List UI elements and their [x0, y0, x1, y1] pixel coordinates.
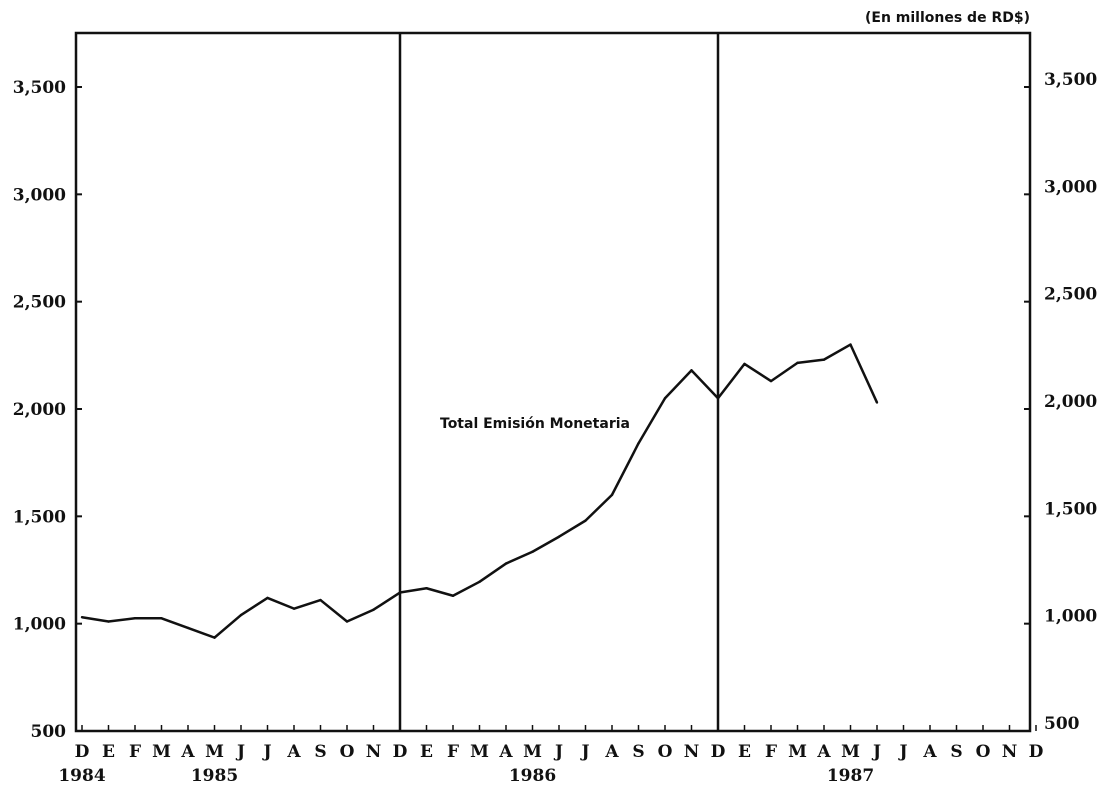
month-tick-label: J [261, 742, 271, 762]
data-point [690, 369, 693, 372]
unit-label: (En millones de RD$) [865, 10, 1030, 26]
month-tick-label: F [129, 742, 141, 762]
month-tick-label: O [976, 742, 991, 762]
data-point [186, 626, 190, 630]
month-tick-label: J [871, 742, 881, 762]
x-axis-year-labels: 1984 1985 1986 1987 [58, 766, 874, 786]
data-point [531, 550, 534, 553]
data-point [292, 607, 296, 610]
data-point [425, 587, 428, 590]
data-point [451, 594, 455, 597]
month-tick-label: E [738, 742, 751, 762]
month-tick-label: A [604, 742, 619, 762]
data-point [663, 397, 667, 400]
right-tick-label: 1,500 [1044, 499, 1097, 519]
data-point [769, 379, 773, 383]
year-dividers [398, 33, 720, 731]
month-tick-label: O [340, 742, 355, 762]
right-tick-label: 1,000 [1044, 607, 1097, 627]
month-tick-label: J [235, 742, 245, 762]
right-tick-label: 2,000 [1044, 392, 1097, 412]
month-tick-label: M [152, 742, 171, 762]
data-point [80, 616, 84, 619]
month-tick-label: E [420, 742, 433, 762]
month-tick-label: M [841, 742, 860, 762]
month-tick-label: D [1029, 742, 1044, 762]
month-tick-label: A [286, 742, 301, 762]
data-point [849, 343, 852, 346]
data-point [478, 580, 481, 584]
right-tick-label: 3,500 [1044, 70, 1097, 90]
month-tick-label: F [447, 742, 459, 762]
data-point [239, 613, 243, 617]
data-point [266, 596, 269, 600]
data-point [107, 620, 110, 623]
left-tick-label: 3,000 [13, 185, 66, 205]
series-annotation: Total Emisión Monetaria [440, 416, 630, 432]
data-point [504, 562, 508, 565]
data-point [319, 598, 322, 602]
data-point [875, 401, 879, 404]
year-label: 1985 [191, 766, 238, 786]
year-label: 1984 [58, 766, 105, 786]
data-point [796, 361, 799, 365]
left-tick-label: 2,500 [13, 293, 66, 313]
month-tick-label: S [950, 742, 962, 762]
month-tick-label: A [816, 742, 831, 762]
plot-frame [74, 31, 1032, 733]
month-tick-label: J [553, 742, 563, 762]
month-tick-label: S [632, 742, 644, 762]
right-tick-label: 500 [1044, 714, 1080, 734]
year-label: 1986 [509, 766, 556, 786]
right-y-axis: 500 1,000 1,500 2,000 2,500 3,000 3,500 [1024, 70, 1097, 734]
month-tick-label: J [579, 742, 589, 762]
month-tick-label: N [366, 742, 382, 762]
data-point [716, 397, 720, 400]
data-point [213, 636, 216, 639]
month-tick-label: M [470, 742, 489, 762]
series-line [81, 343, 879, 639]
month-tick-label: N [1002, 742, 1018, 762]
year-label: 1987 [827, 766, 874, 786]
data-point [345, 620, 349, 623]
left-tick-label: 2,000 [13, 400, 66, 420]
data-point [133, 617, 137, 620]
left-tick-label: 1,500 [13, 507, 66, 527]
data-point [557, 535, 561, 538]
month-tick-label: M [788, 742, 807, 762]
data-point [822, 358, 826, 361]
left-tick-label: 1,000 [13, 615, 66, 635]
data-point [584, 519, 587, 522]
month-tick-label: O [658, 742, 673, 762]
left-y-axis: 500 1,000 1,500 2,000 2,500 3,000 3,500 [13, 78, 82, 742]
month-tick-label: F [765, 742, 777, 762]
month-tick-label: N [684, 742, 700, 762]
right-tick-label: 2,500 [1044, 285, 1097, 305]
month-tick-label: E [102, 742, 115, 762]
month-tick-label: J [897, 742, 907, 762]
month-tick-label: S [314, 742, 326, 762]
data-point [610, 493, 614, 497]
left-tick-label: 3,500 [13, 78, 66, 98]
month-tick-label: D [75, 742, 90, 762]
right-tick-label: 3,000 [1044, 177, 1097, 197]
left-tick-label: 500 [31, 722, 67, 742]
data-point [637, 442, 640, 445]
month-tick-label: A [498, 742, 513, 762]
data-point [372, 608, 375, 611]
data-point [743, 362, 746, 366]
data-point [398, 591, 402, 594]
month-tick-label: M [205, 742, 224, 762]
month-tick-label: D [393, 742, 408, 762]
data-point [160, 617, 163, 620]
month-tick-label: D [711, 742, 726, 762]
month-tick-label: M [523, 742, 542, 762]
series-total-emision-monetaria [80, 343, 879, 639]
month-tick-label: A [180, 742, 195, 762]
month-tick-label: A [922, 742, 937, 762]
